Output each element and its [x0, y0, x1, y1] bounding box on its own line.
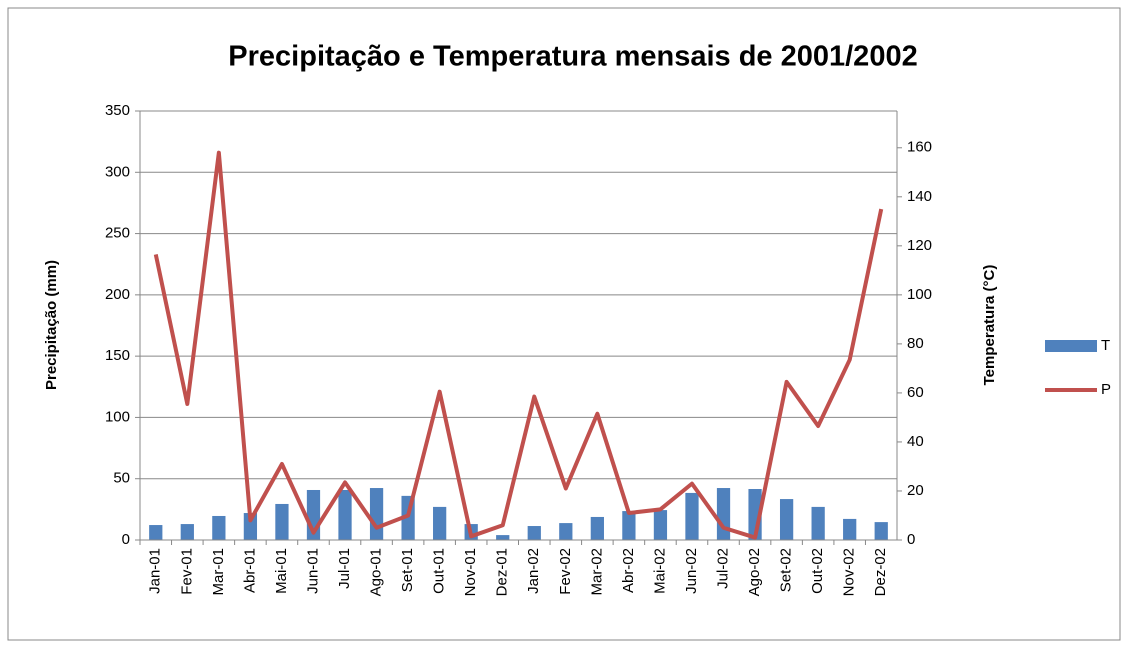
y2-tick-label: 20: [907, 482, 924, 499]
bar: [811, 506, 825, 540]
y2-tick-label: 0: [907, 531, 915, 548]
y-tick-label: 50: [113, 470, 130, 487]
y2-tick-label: 80: [907, 335, 924, 352]
x-tick-label: Jan-02: [525, 548, 542, 594]
y-tick-label: 0: [122, 531, 130, 548]
bar: [874, 522, 888, 540]
legend-swatch: [1045, 340, 1097, 352]
x-tick-label: Jul-01: [336, 548, 353, 589]
x-tick-label: Jul-02: [714, 548, 731, 589]
x-tick-label: Jun-02: [683, 548, 700, 594]
x-tick-label: Dez-02: [872, 548, 889, 596]
bar: [496, 535, 510, 540]
bar: [149, 525, 163, 540]
x-tick-label: Abr-02: [620, 548, 637, 593]
x-tick-label: Abr-01: [241, 548, 258, 593]
legend-label: T: [1101, 337, 1110, 354]
y2-axis-label: Temperatura (°C): [981, 265, 998, 386]
x-tick-label: Out-01: [431, 548, 448, 594]
bar: [622, 511, 636, 540]
bar: [243, 513, 258, 540]
y2-tick-label: 100: [907, 286, 932, 303]
x-tick-label: Nov-01: [462, 548, 479, 596]
bar: [779, 499, 794, 540]
x-tick-label: Nov-02: [841, 548, 858, 596]
x-tick-label: Mai-01: [273, 548, 290, 594]
bar: [180, 524, 194, 540]
y2-tick-label: 140: [907, 188, 932, 205]
bar: [433, 506, 447, 540]
y2-tick-label: 40: [907, 433, 924, 450]
bar: [685, 492, 699, 540]
bar: [338, 489, 352, 540]
bar: [212, 515, 226, 540]
y-axis-label: Precipitação (mm): [43, 260, 60, 390]
y2-tick-label: 120: [907, 237, 932, 254]
y-tick-label: 150: [105, 347, 130, 364]
bar: [527, 526, 541, 540]
y-tick-label: 250: [105, 225, 130, 242]
y2-tick-label: 160: [907, 139, 932, 156]
x-tick-label: Dez-01: [494, 548, 511, 596]
bar: [716, 488, 731, 540]
x-tick-label: Out-02: [809, 548, 826, 594]
bar: [590, 516, 604, 540]
bar: [653, 510, 668, 540]
x-tick-label: Mar-02: [588, 548, 605, 596]
line: [153, 150, 884, 540]
y2-tick-label: 60: [907, 384, 924, 401]
chart-title: Precipitação e Temperatura mensais de 20…: [228, 41, 917, 73]
bar: [559, 523, 573, 540]
bar: [369, 488, 384, 540]
x-tick-label: Mai-02: [651, 548, 668, 594]
x-tick-label: Ago-02: [746, 548, 763, 596]
x-tick-label: Jan-01: [147, 548, 164, 594]
bar: [275, 503, 289, 540]
x-tick-label: Jun-01: [304, 548, 321, 594]
legend-label: P: [1101, 381, 1111, 398]
x-tick-label: Set-02: [778, 548, 795, 592]
x-tick-label: Mar-01: [210, 548, 227, 596]
chart-border: [7, 7, 1121, 641]
y-tick-label: 350: [105, 102, 130, 119]
y-tick-label: 100: [105, 408, 130, 425]
x-tick-label: Fev-01: [178, 548, 195, 595]
y-tick-label: 300: [105, 163, 130, 180]
x-tick-label: Fev-02: [557, 548, 574, 595]
x-tick-label: Set-01: [399, 548, 416, 592]
y-tick-label: 200: [105, 286, 130, 303]
x-tick-label: Ago-01: [368, 548, 385, 596]
bar: [843, 518, 857, 540]
